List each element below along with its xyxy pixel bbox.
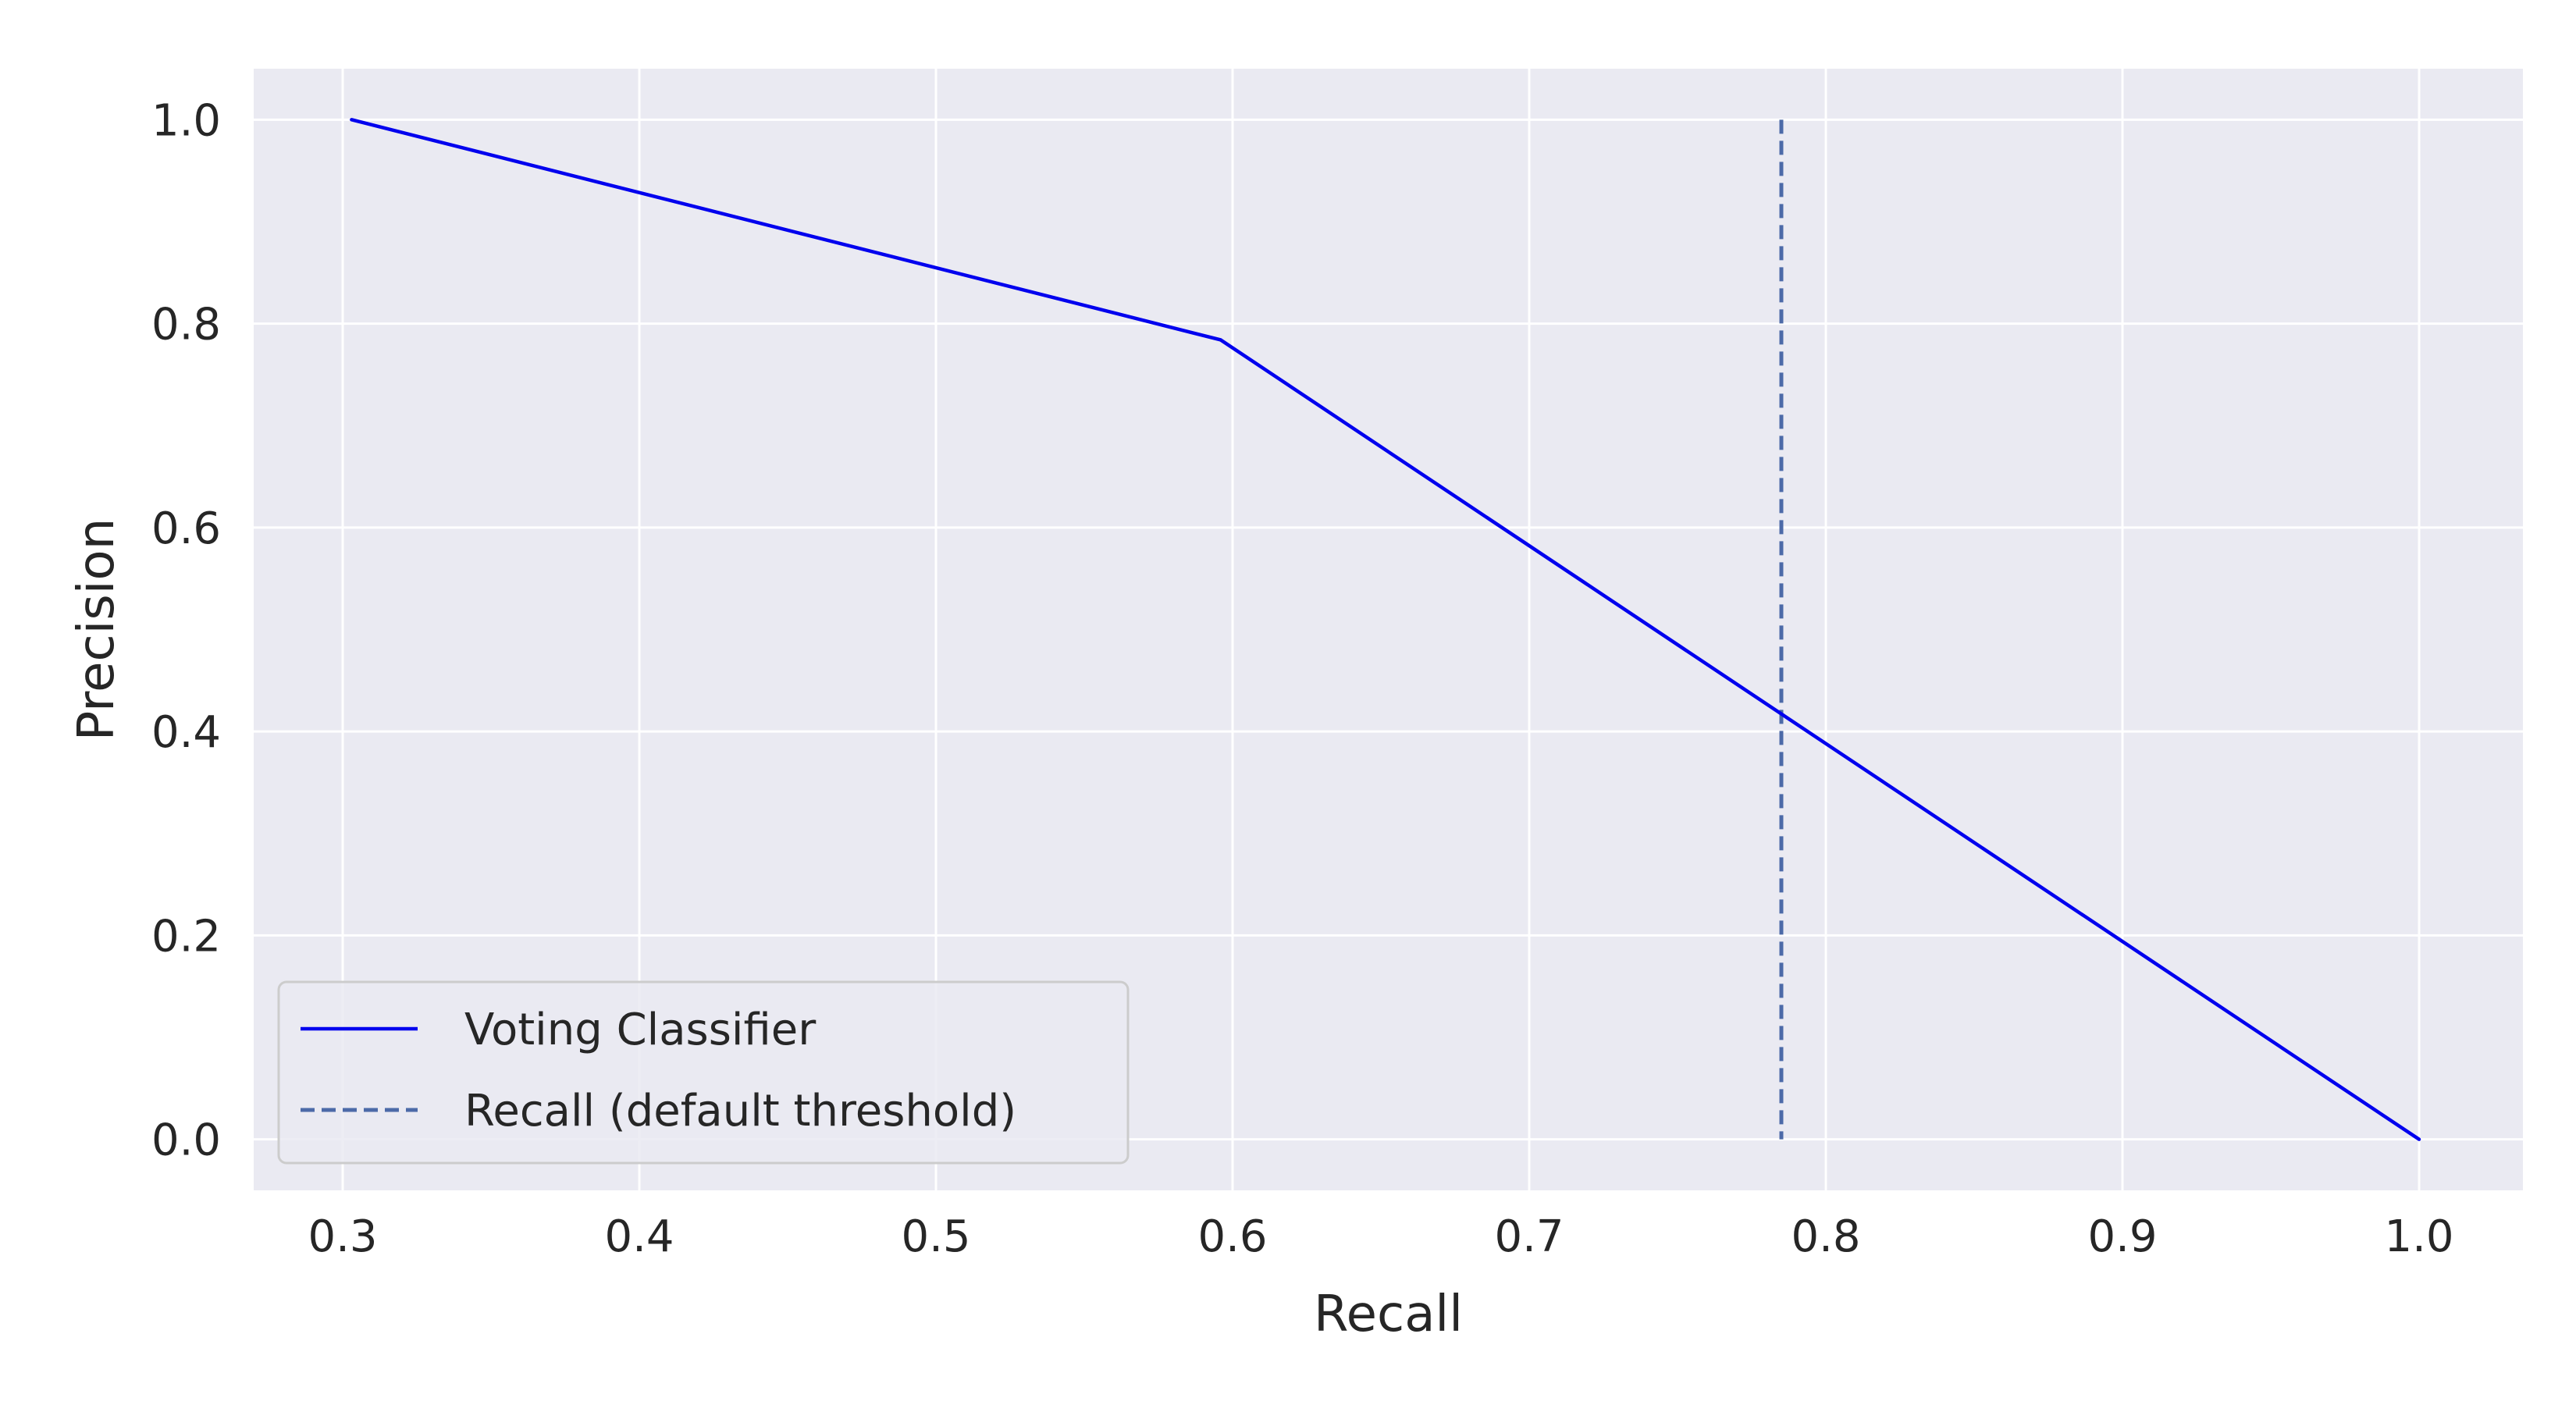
x-tick-label: 0.4 bbox=[604, 1211, 674, 1262]
x-tick-label: 0.8 bbox=[1791, 1211, 1860, 1262]
y-tick-label: 1.0 bbox=[151, 95, 221, 146]
y-tick-label: 0.4 bbox=[151, 707, 221, 758]
series-line bbox=[350, 118, 2421, 1141]
legend-label: Recall (default threshold) bbox=[464, 1086, 1016, 1136]
legend-box bbox=[277, 980, 1130, 1165]
y-tick-label: 0.0 bbox=[151, 1115, 221, 1166]
x-tick-label: 0.9 bbox=[2087, 1211, 2157, 1262]
x-axis-title: Recall bbox=[1314, 1286, 1463, 1343]
x-tick-label: 0.7 bbox=[1494, 1211, 1564, 1262]
y-tick-label: 0.2 bbox=[151, 911, 221, 962]
x-tick-label: 0.3 bbox=[308, 1211, 377, 1262]
y-tick-label: 0.8 bbox=[151, 300, 221, 350]
x-tick-label: 0.5 bbox=[901, 1211, 970, 1262]
y-axis-title: Precision bbox=[68, 518, 126, 742]
x-tick-label: 1.0 bbox=[2384, 1211, 2453, 1262]
x-tick-label: 0.6 bbox=[1197, 1211, 1267, 1262]
legend-label: Voting Classifier bbox=[464, 1005, 817, 1055]
y-tick-label: 0.6 bbox=[151, 503, 221, 554]
